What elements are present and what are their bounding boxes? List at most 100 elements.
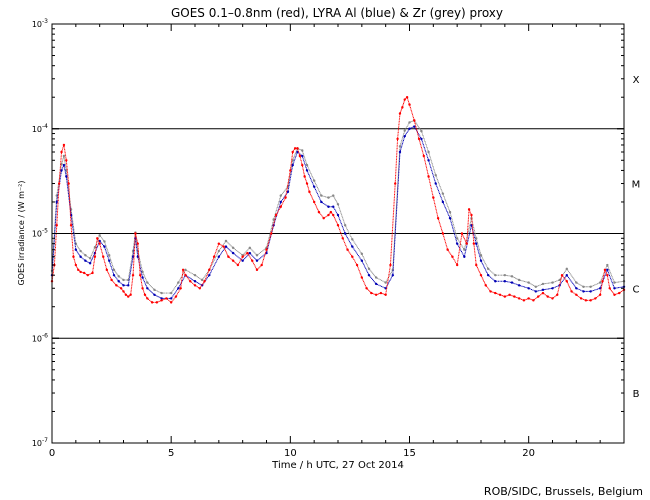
trace-dot	[463, 254, 465, 256]
trace-dot	[240, 253, 242, 255]
trace-dot	[290, 162, 292, 164]
trace-dot	[368, 290, 370, 292]
trace-dot	[355, 263, 357, 265]
trace-dot	[135, 239, 137, 241]
trace-dot	[394, 233, 396, 235]
trace-dot	[549, 288, 551, 290]
trace-dot	[450, 214, 452, 216]
trace-dot	[173, 288, 175, 290]
trace-dot	[392, 265, 394, 267]
trace-dot	[130, 288, 132, 290]
trace-dot	[196, 282, 198, 284]
data-point	[606, 268, 609, 272]
trace-dot	[72, 226, 74, 228]
data-point	[200, 278, 204, 282]
data-point	[174, 295, 178, 298]
trace-dot	[400, 110, 402, 112]
trace-dot	[361, 254, 363, 256]
trace-dot	[436, 178, 438, 180]
trace-dot	[70, 207, 72, 209]
trace-dot	[346, 235, 348, 237]
trace-dot	[92, 252, 94, 254]
trace-dot	[395, 217, 397, 219]
trace-dot	[176, 294, 178, 296]
data-point	[463, 248, 466, 251]
trace-dot	[392, 214, 394, 216]
trace-dot	[68, 188, 70, 190]
trace-dot	[318, 191, 320, 193]
trace-dot	[394, 223, 396, 225]
trace-dot	[110, 260, 112, 262]
data-point	[131, 255, 135, 258]
trace-dot	[564, 270, 566, 272]
trace-dot	[394, 181, 396, 183]
trace-dot	[55, 239, 57, 241]
trace-dot	[320, 200, 322, 202]
trace-dot	[424, 149, 426, 151]
trace-dot	[190, 281, 192, 283]
trace-dot	[201, 284, 203, 286]
trace-dot	[277, 211, 279, 213]
trace-dot	[390, 251, 392, 253]
data-point	[517, 284, 521, 287]
data-point	[486, 273, 490, 277]
trace-dot	[142, 289, 144, 291]
trace-dot	[295, 147, 297, 149]
trace-dot	[72, 254, 74, 256]
trace-dot	[392, 267, 394, 269]
trace-dot	[308, 188, 310, 190]
trace-dot	[387, 280, 389, 282]
trace-dot	[84, 273, 86, 275]
trace-dot	[60, 168, 62, 170]
trace-dot	[92, 257, 94, 259]
trace-dot	[142, 272, 144, 274]
trace-dot	[184, 275, 186, 277]
trace-dot	[451, 219, 453, 221]
trace-dot	[187, 270, 189, 272]
trace-dot	[543, 283, 545, 285]
trace-dot	[459, 244, 461, 246]
trace-dot	[214, 253, 216, 255]
trace-dot	[521, 285, 523, 287]
data-point	[546, 295, 549, 298]
trace-dot	[411, 112, 413, 114]
trace-dot	[396, 143, 398, 145]
trace-dot	[302, 167, 304, 169]
trace-dot	[392, 223, 394, 225]
trace-dot	[392, 222, 394, 224]
trace-dot	[414, 123, 416, 125]
trace-dot	[478, 254, 480, 256]
trace-dot	[464, 239, 466, 241]
data-point	[513, 295, 516, 298]
trace-dot	[267, 241, 269, 243]
trace-dot	[233, 261, 235, 263]
trace-dot	[507, 281, 509, 283]
trace-dot	[119, 276, 121, 278]
trace-dot	[440, 195, 442, 197]
data-point	[537, 295, 540, 298]
trace-dot	[449, 252, 451, 254]
trace-dot	[93, 262, 95, 264]
trace-dot	[519, 298, 521, 300]
trace-dot	[119, 287, 121, 289]
trace-dot	[422, 154, 424, 156]
trace-dot	[402, 134, 404, 136]
trace-dot	[60, 166, 62, 168]
data-point	[534, 285, 538, 288]
trace-dot	[437, 190, 439, 192]
trace-dot	[99, 244, 101, 246]
trace-dot	[238, 251, 240, 253]
trace-dot	[57, 187, 59, 189]
trace-dot	[573, 284, 575, 286]
trace-dot	[618, 287, 620, 289]
trace-dot	[391, 237, 393, 239]
trace-dot	[411, 120, 413, 122]
trace-dot	[397, 132, 399, 134]
trace-dot	[394, 237, 396, 239]
trace-dot	[70, 226, 72, 228]
trace-dot	[316, 191, 318, 193]
trace-dot	[112, 271, 114, 273]
trace-dot	[393, 257, 395, 259]
trace-dot	[133, 256, 135, 258]
trace-dot	[473, 241, 475, 243]
